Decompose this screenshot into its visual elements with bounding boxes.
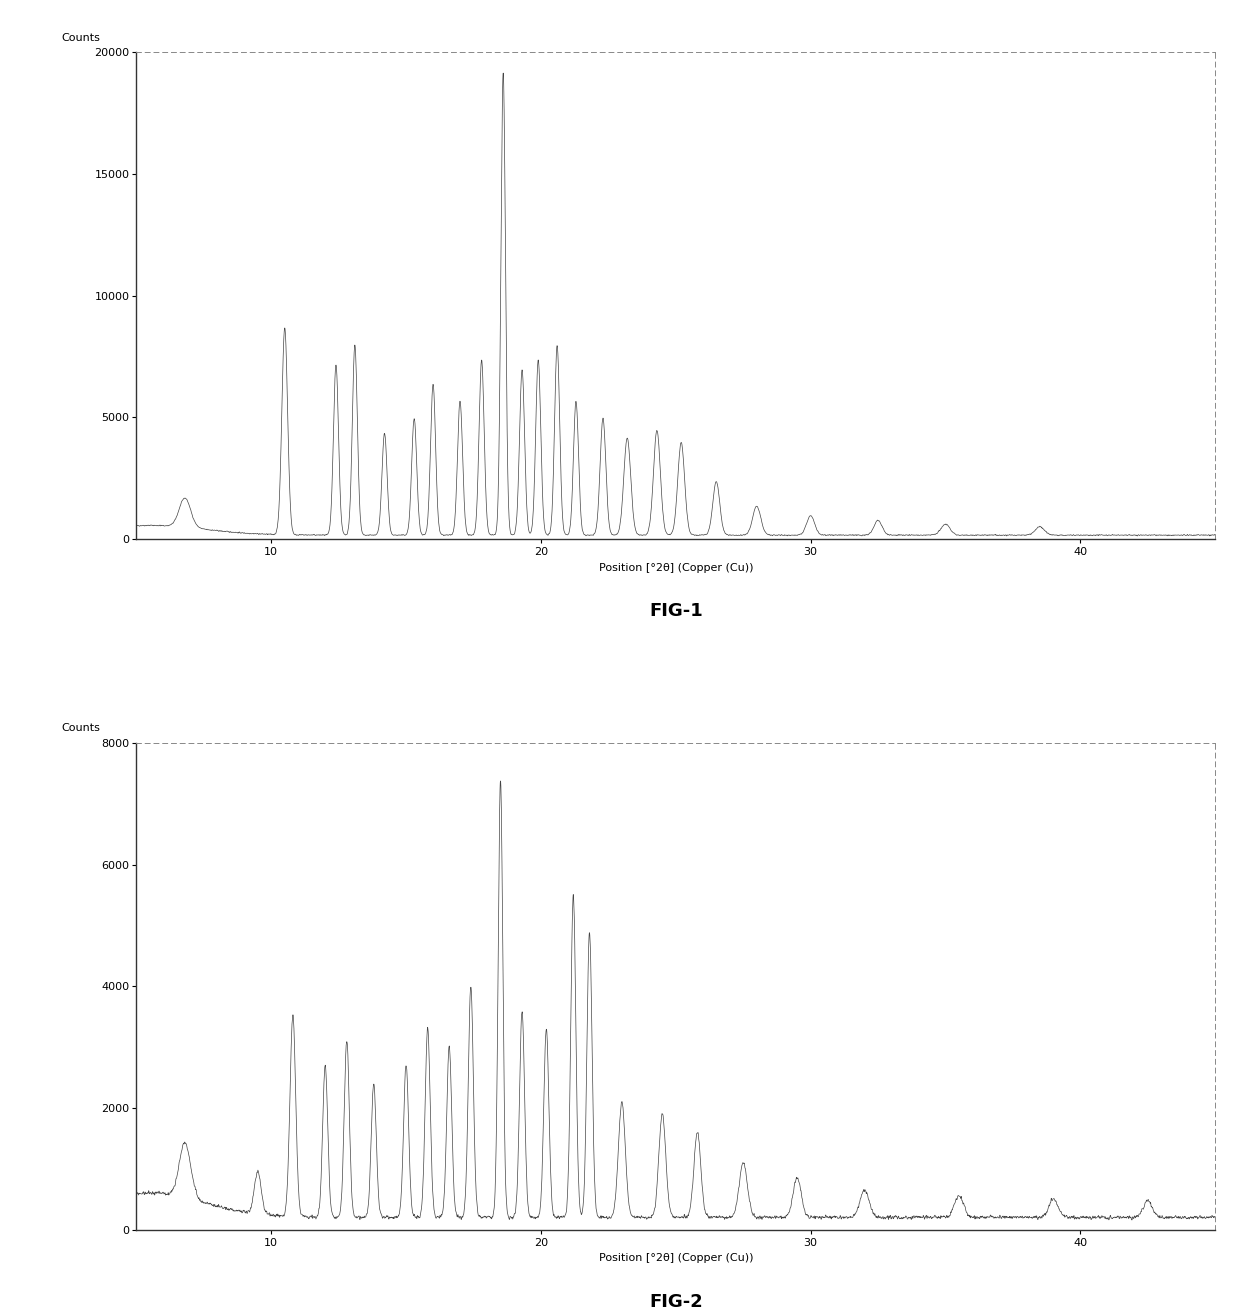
X-axis label: Position [°2θ] (Copper (Cu)): Position [°2θ] (Copper (Cu)) — [599, 1253, 753, 1264]
X-axis label: Position [°2θ] (Copper (Cu)): Position [°2θ] (Copper (Cu)) — [599, 562, 753, 573]
Text: Counts: Counts — [61, 33, 99, 43]
Text: FIG-1: FIG-1 — [649, 602, 703, 620]
Text: Counts: Counts — [61, 723, 99, 734]
Text: FIG-2: FIG-2 — [649, 1292, 703, 1308]
